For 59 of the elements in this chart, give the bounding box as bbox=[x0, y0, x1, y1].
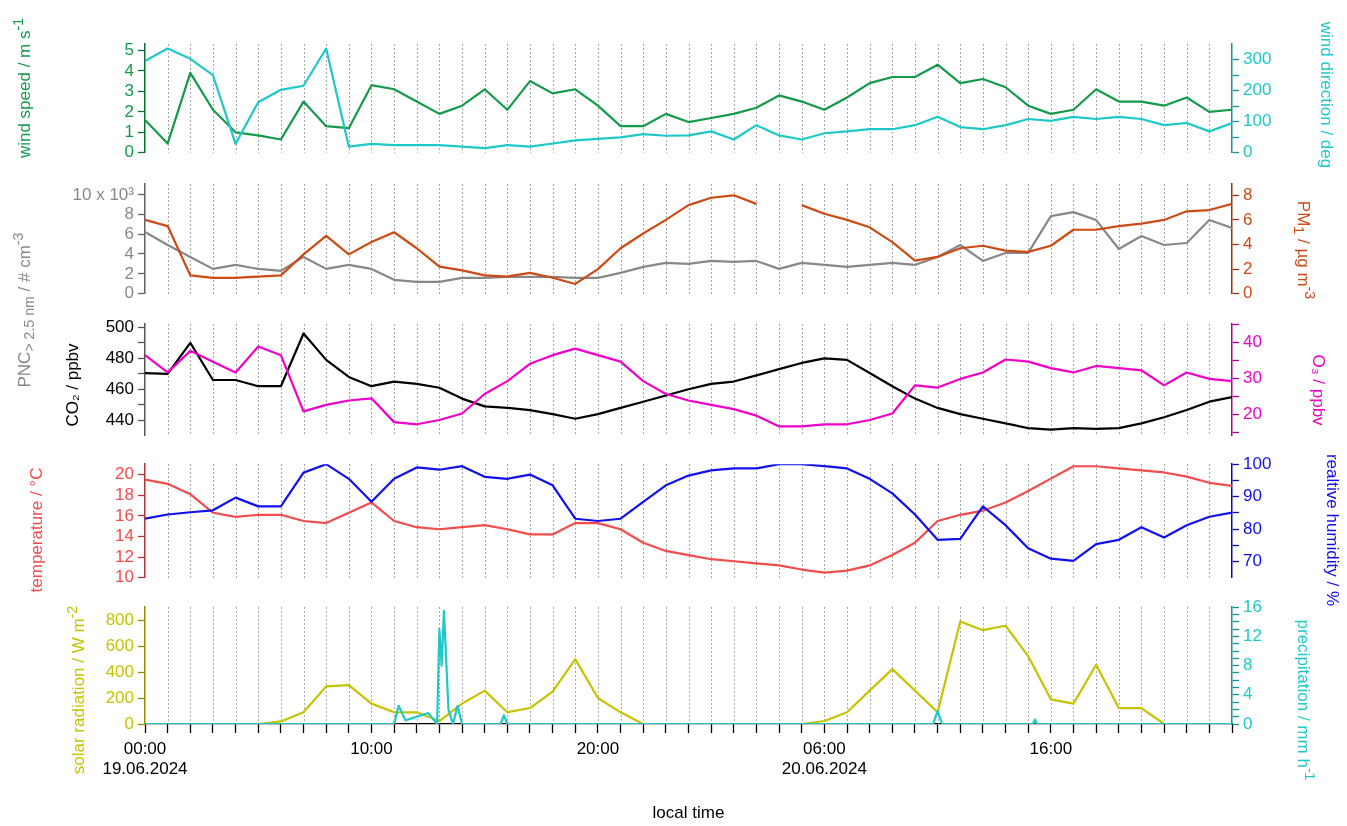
y-tick-label: 200 bbox=[105, 687, 134, 707]
x-tick-label: 16:00 bbox=[1029, 738, 1073, 758]
y-tick-label: 4 bbox=[124, 60, 134, 80]
y-tick-label: 18 bbox=[115, 484, 134, 504]
y-tick-label: 20 bbox=[115, 464, 134, 484]
y2-tick-label: 200 bbox=[1243, 80, 1272, 100]
y-tick-label: 10 bbox=[115, 567, 134, 587]
y-tick-label: 2 bbox=[124, 263, 134, 283]
y-tick-label: 500 bbox=[105, 316, 134, 336]
y2-tick-label: 12 bbox=[1243, 626, 1262, 646]
y2-tick-label: 40 bbox=[1243, 331, 1262, 351]
y2-axis-title: realtive humidity / % bbox=[1322, 453, 1342, 607]
y2-tick-label: 100 bbox=[1243, 111, 1272, 131]
y-tick-label: 0 bbox=[124, 713, 134, 733]
x-tick-label: 20:00 bbox=[576, 738, 620, 758]
y-axis-title: temperature / °C bbox=[26, 467, 46, 593]
y2-tick-label: 2 bbox=[1243, 258, 1253, 278]
x-tick-label: 06:00 20.06.2024 bbox=[781, 738, 867, 779]
x-axis-title: local time bbox=[652, 802, 725, 822]
y-tick-label: 5 bbox=[124, 40, 134, 60]
y-tick-label: 6 bbox=[124, 223, 134, 243]
y2-tick-label: 4 bbox=[1243, 684, 1253, 704]
y2-tick-label: 8 bbox=[1243, 655, 1253, 675]
y-tick-label: 440 bbox=[105, 409, 134, 429]
y2-tick-label: 300 bbox=[1243, 49, 1272, 69]
y-tick-label: 16 bbox=[115, 505, 134, 525]
y-tick-label: 600 bbox=[105, 635, 134, 655]
y2-tick-label: 4 bbox=[1243, 234, 1253, 254]
y-tick-label: 14 bbox=[115, 526, 134, 546]
y-tick-label: 8 bbox=[124, 203, 134, 223]
y-tick-label: 0 bbox=[124, 142, 134, 162]
text: 10 x 10³ bbox=[72, 184, 134, 204]
y2-tick-label: 16 bbox=[1243, 596, 1262, 616]
y-tick-label: 400 bbox=[105, 661, 134, 681]
y-tick-label: 460 bbox=[105, 378, 134, 398]
y2-tick-label: 0 bbox=[1243, 283, 1253, 303]
y-tick-label: 2 bbox=[124, 101, 134, 121]
y2-tick-label: 20 bbox=[1243, 403, 1262, 423]
y2-axis-title: O₃ / ppbv bbox=[1308, 354, 1328, 426]
y-tick-label: 12 bbox=[115, 546, 134, 566]
y2-tick-label: 0 bbox=[1243, 142, 1253, 162]
y-tick-label: 0 bbox=[124, 283, 134, 303]
y-tick-label: 480 bbox=[105, 347, 134, 367]
y2-tick-label: 0 bbox=[1243, 713, 1253, 733]
y2-tick-label: 90 bbox=[1243, 486, 1262, 506]
x-tick-label: 00:00 19.06.2024 bbox=[102, 738, 188, 779]
y-tick-label: 3 bbox=[124, 81, 134, 101]
y2-axis-title: wind direction / deg bbox=[1316, 21, 1336, 169]
y2-tick-label: 80 bbox=[1243, 518, 1262, 538]
y-tick-label: 4 bbox=[124, 243, 134, 263]
y-axis-title: CO₂ / ppbv bbox=[62, 343, 82, 427]
y2-tick-label: 70 bbox=[1243, 551, 1262, 571]
x-tick-label: 10:00 bbox=[350, 738, 393, 758]
y-tick-label: 800 bbox=[105, 609, 134, 629]
y2-tick-label: 30 bbox=[1243, 367, 1262, 387]
y2-tick-label: 8 bbox=[1243, 184, 1253, 204]
y-tick-label: 1 bbox=[124, 122, 134, 141]
y2-tick-label: 6 bbox=[1243, 209, 1253, 229]
y2-tick-label: 100 bbox=[1243, 453, 1272, 473]
